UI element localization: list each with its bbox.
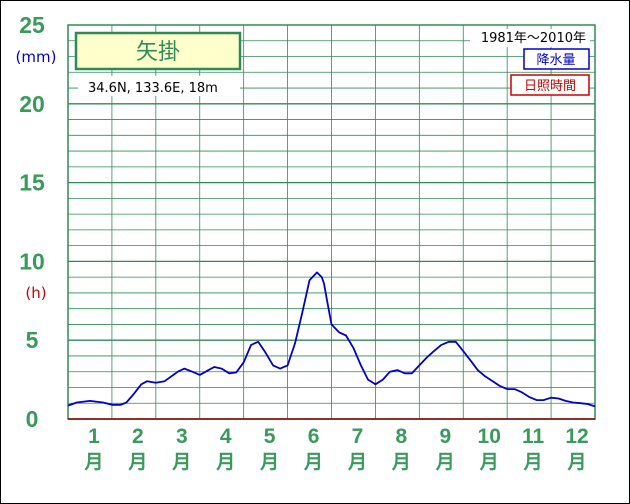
station-title-box (74, 31, 242, 71)
x-tick-month: 月 (127, 451, 147, 473)
precip-unit-label: (mm) (16, 48, 57, 66)
x-tick-month: 月 (347, 451, 367, 473)
x-tick-month: 月 (303, 451, 323, 473)
x-tick-number: 9 (439, 425, 451, 448)
x-tick-month: 月 (259, 451, 279, 473)
x-tick-number: 10 (478, 425, 501, 448)
x-tick-month: 月 (479, 451, 499, 473)
legend-sunshine-label: 日照時間 (524, 79, 576, 94)
period-label: 1981年～2010年 (481, 31, 586, 46)
coords-background (78, 76, 240, 96)
y-tick-label: 15 (19, 170, 45, 196)
x-tick-number: 1 (88, 425, 100, 448)
x-tick-month: 月 (435, 451, 455, 473)
y-tick-label: 0 (26, 406, 39, 432)
x-tick-number: 4 (220, 425, 232, 448)
y-tick-label: 25 (19, 12, 45, 38)
station-coords: 34.6N, 133.6E, 18m (88, 81, 218, 96)
legend-precip-box (523, 48, 590, 70)
period-background (470, 29, 590, 47)
station-name: 矢掛 (136, 40, 180, 65)
x-tick-month: 月 (171, 451, 191, 473)
legend-sunshine-box (510, 74, 590, 96)
x-tick-month: 月 (523, 451, 543, 473)
x-tick-labels: 1 月 2 月 3 月 4 月 5 月 6 月 7 月 8 月 9 月 10 月 11 月 12 月 (83, 425, 588, 473)
x-tick-month: 月 (215, 451, 235, 473)
x-tick-number: 11 (522, 425, 545, 448)
y-tick-label: 10 (19, 248, 45, 274)
x-tick-number: 12 (565, 425, 588, 448)
x-tick-number: 8 (396, 425, 408, 448)
x-tick-month: 月 (567, 451, 587, 473)
x-tick-number: 2 (132, 425, 144, 448)
series-group (67, 271, 596, 408)
sunshine-unit-label: (h) (25, 284, 46, 302)
y-tick-label: 5 (26, 327, 39, 353)
y-tick-labels: 0 5 10 15 20 25 (19, 12, 45, 432)
x-tick-month: 月 (391, 451, 411, 473)
x-tick-month: 月 (83, 451, 103, 473)
x-tick-number: 7 (352, 425, 364, 448)
x-tick-number: 3 (176, 425, 188, 448)
series-line-precip (67, 271, 596, 408)
y-tick-label: 20 (19, 91, 45, 117)
legend-precip-label: 降水量 (536, 53, 575, 68)
x-tick-number: 6 (308, 425, 320, 448)
x-tick-number: 5 (264, 425, 276, 448)
